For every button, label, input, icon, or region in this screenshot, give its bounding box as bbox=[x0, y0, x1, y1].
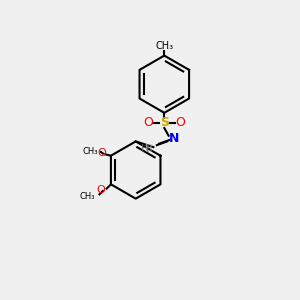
Text: O: O bbox=[175, 116, 185, 129]
Text: CH₃: CH₃ bbox=[80, 192, 95, 201]
Text: CH₃: CH₃ bbox=[82, 147, 98, 156]
Text: O: O bbox=[144, 116, 154, 129]
Text: H: H bbox=[145, 144, 152, 154]
Text: CH₃: CH₃ bbox=[155, 41, 173, 51]
Text: H: H bbox=[141, 144, 149, 154]
Text: O: O bbox=[96, 185, 105, 195]
Text: N: N bbox=[169, 132, 179, 145]
Text: S: S bbox=[160, 116, 169, 129]
Text: O: O bbox=[98, 148, 106, 158]
